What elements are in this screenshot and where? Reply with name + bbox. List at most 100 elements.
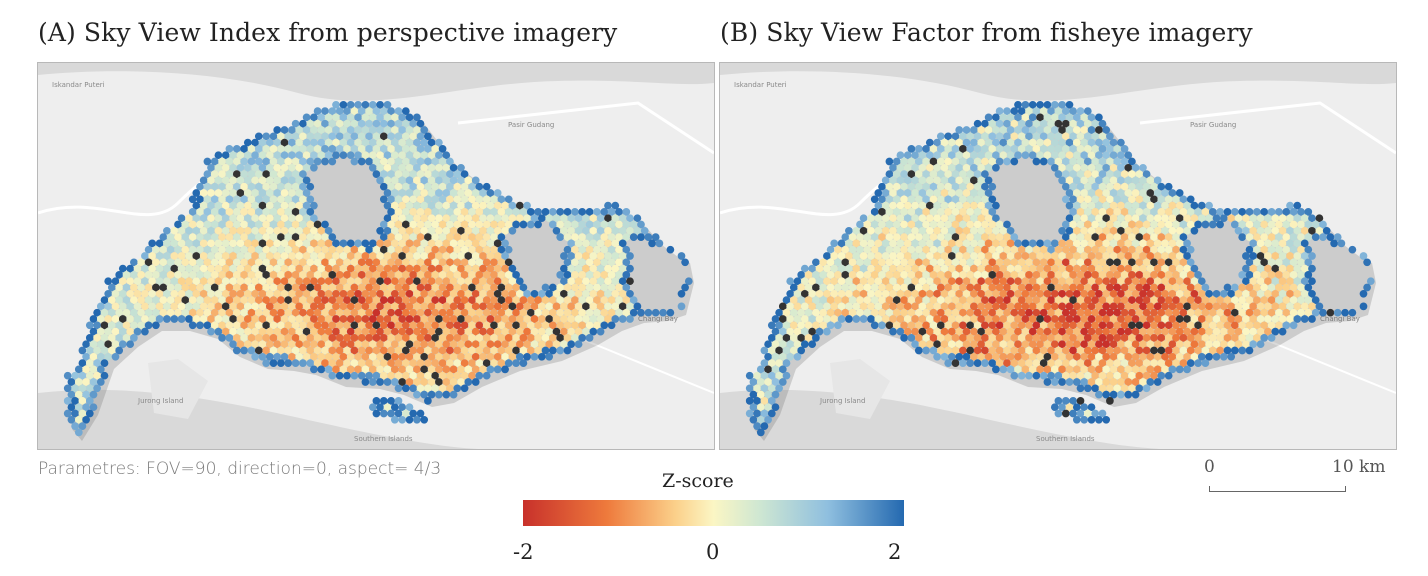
hex-cell <box>1087 378 1096 386</box>
hex-cell <box>254 157 263 166</box>
hex-cell <box>1260 334 1269 342</box>
hex-cell <box>1275 245 1283 254</box>
hex-cell <box>885 308 894 317</box>
hex-cell <box>955 126 964 134</box>
hex-cell <box>464 226 473 235</box>
hex-cell <box>1153 176 1162 185</box>
hex-cell <box>1076 271 1085 279</box>
hex-cell <box>925 264 934 273</box>
hex-cell <box>240 220 248 229</box>
hex-cell <box>328 145 337 153</box>
hex-cell <box>881 214 890 223</box>
hex-cell <box>878 321 886 330</box>
hex-cell <box>288 138 296 147</box>
hex-cell <box>1102 378 1111 386</box>
hex-cell <box>903 226 912 235</box>
hex-cell <box>148 289 157 298</box>
hex-cell <box>933 176 941 185</box>
hex-cell <box>1168 289 1177 298</box>
hex-cell <box>778 378 787 386</box>
hex-cell <box>1050 126 1059 134</box>
hex-cell <box>240 271 248 279</box>
hex-cell <box>277 245 285 254</box>
hex-cell <box>277 208 285 216</box>
hex-cell <box>387 157 395 166</box>
hex-cell <box>1153 226 1162 235</box>
hex-cell <box>280 138 289 147</box>
hex-cell <box>236 252 245 260</box>
hex-cell <box>1311 220 1320 229</box>
hex-cell <box>819 258 828 267</box>
hex-cell <box>556 283 565 292</box>
hex-cell <box>508 302 517 311</box>
hex-cell <box>1197 289 1206 298</box>
hex-cell <box>999 289 1008 298</box>
hex-cell <box>390 340 399 349</box>
hex-cell <box>335 283 344 292</box>
hex-cell <box>413 315 421 323</box>
hex-cell <box>1264 214 1272 223</box>
hex-cell <box>1253 334 1261 342</box>
hex-cell <box>607 296 616 304</box>
hex-cell <box>365 371 373 380</box>
hex-cell <box>413 163 421 172</box>
hex-cell <box>512 321 520 330</box>
hex-cell <box>966 208 975 216</box>
hex-cell <box>221 264 230 273</box>
place-label: Southern Islands <box>1036 435 1095 443</box>
hex-cell <box>1146 226 1155 235</box>
hex-cell <box>1014 252 1022 260</box>
hex-cell <box>460 208 469 216</box>
hex-cell <box>288 189 296 197</box>
hex-cell <box>416 119 425 128</box>
hex-cell <box>607 308 616 317</box>
hex-cell <box>611 315 620 323</box>
hex-cell <box>413 138 421 147</box>
hex-cell <box>992 302 1000 311</box>
hex-cell <box>354 151 362 160</box>
hex-cell <box>526 296 535 304</box>
hex-cell <box>1271 302 1280 311</box>
hex-cell <box>922 258 930 267</box>
hex-cell <box>1039 346 1048 355</box>
hex-cell <box>1242 277 1250 286</box>
hex-cell <box>243 239 252 248</box>
hex-cell <box>232 321 241 330</box>
hex-cell <box>332 151 340 160</box>
hex-cell <box>328 321 337 330</box>
hex-cell <box>618 315 627 323</box>
hex-cell <box>918 289 927 298</box>
hex-cell <box>413 277 421 286</box>
hex-cell <box>1102 264 1111 273</box>
hex-cell <box>611 239 620 248</box>
hex-cell <box>984 277 993 286</box>
hex-cell <box>468 258 476 267</box>
hex-cell <box>556 334 565 342</box>
hex-cell <box>424 397 432 405</box>
hex-cell <box>903 151 912 160</box>
hex-cell <box>284 308 293 317</box>
hex-cell <box>299 334 307 342</box>
hex-cell <box>188 245 197 254</box>
hex-cell <box>512 359 520 367</box>
hex-cell <box>368 327 377 336</box>
hex-cell <box>896 277 905 286</box>
road <box>38 163 269 217</box>
hex-cell <box>973 157 982 166</box>
hex-cell <box>900 208 908 216</box>
hex-cell <box>460 359 469 367</box>
hex-cell <box>1083 170 1092 178</box>
hex-cell <box>1315 226 1324 235</box>
hex-cell <box>1157 208 1166 216</box>
hex-cell <box>995 220 1004 229</box>
hex-cell <box>424 220 432 229</box>
hex-cell <box>515 352 524 361</box>
hex-cell <box>992 327 1000 336</box>
hex-cell <box>881 252 890 260</box>
hex-cell <box>1234 302 1243 311</box>
hex-cell <box>1282 220 1291 229</box>
hex-cell <box>401 220 410 229</box>
hex-cell <box>398 189 407 197</box>
